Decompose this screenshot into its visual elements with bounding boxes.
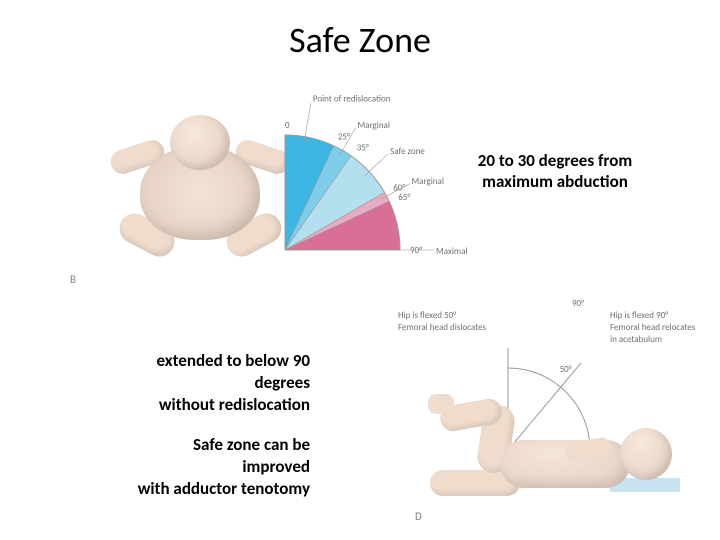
angle-note-50-line2: Femoral head dislocates	[398, 322, 486, 333]
upper-caption: 20 to 30 degrees from maximum abduction	[450, 150, 660, 193]
lower-caption: extended to below 90 degrees without red…	[100, 350, 310, 501]
svg-text:Marginal: Marginal	[411, 176, 443, 187]
angle-note-90-line1: Hip is flexed 90°	[610, 310, 668, 321]
panel-b-label: B	[70, 273, 76, 286]
lower-text-line: degrees	[100, 372, 310, 394]
infant-head	[620, 428, 672, 480]
lower-panel: extended to below 90 degrees without red…	[0, 300, 720, 535]
lower-text-line: Safe zone can be	[100, 434, 310, 456]
panel-d: 50° 90° Hip is flexed 50° Femoral head di…	[340, 300, 700, 530]
svg-text:0: 0	[285, 120, 290, 131]
angle-note-90-line3: in acetabulum	[610, 334, 662, 345]
svg-text:65°: 65°	[398, 192, 410, 203]
fan-chart-svg: 025°35°60°65°90°Point of redislocationMa…	[245, 82, 470, 282]
svg-text:35°: 35°	[357, 143, 369, 154]
page-title: Safe Zone	[0, 18, 720, 62]
infant-supine-illustration	[400, 400, 680, 520]
safe-zone-fan-chart: 025°35°60°65°90°Point of redislocationMa…	[245, 82, 470, 282]
svg-text:Marginal: Marginal	[358, 120, 390, 131]
angle-note-90-line2: Femoral head relocates	[610, 322, 695, 333]
svg-text:90°: 90°	[410, 245, 422, 256]
lower-text-line: extended to below 90	[100, 350, 310, 372]
svg-text:Maximal abduction: Maximal abduction	[436, 246, 470, 257]
angle-note-50-line1: Hip is flexed 50°	[398, 310, 456, 321]
upper-panel: B 025°35°60°65°90°Point of redislocation…	[70, 90, 470, 285]
lower-text-line: without redislocation	[100, 394, 310, 416]
svg-text:Safe zone: Safe zone	[390, 146, 425, 157]
infant-foot	[428, 394, 454, 414]
svg-text:90°: 90°	[572, 300, 584, 309]
lower-text-line: improved	[100, 456, 310, 478]
infant-head	[170, 115, 230, 170]
svg-text:50°: 50°	[560, 364, 572, 375]
svg-text:Point of redislocation: Point of redislocation	[313, 93, 391, 104]
panel-d-label: D	[415, 510, 422, 523]
lower-text-line: with adductor tenotomy	[100, 478, 310, 500]
